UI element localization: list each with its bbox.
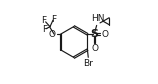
Text: F: F — [42, 16, 47, 25]
Text: F: F — [42, 25, 47, 34]
Text: O: O — [101, 30, 108, 39]
Text: O: O — [91, 44, 98, 53]
Text: S: S — [91, 29, 99, 39]
Text: HN: HN — [91, 14, 105, 23]
Text: O: O — [49, 30, 55, 39]
Text: Br: Br — [83, 59, 93, 68]
Text: F: F — [52, 15, 57, 24]
